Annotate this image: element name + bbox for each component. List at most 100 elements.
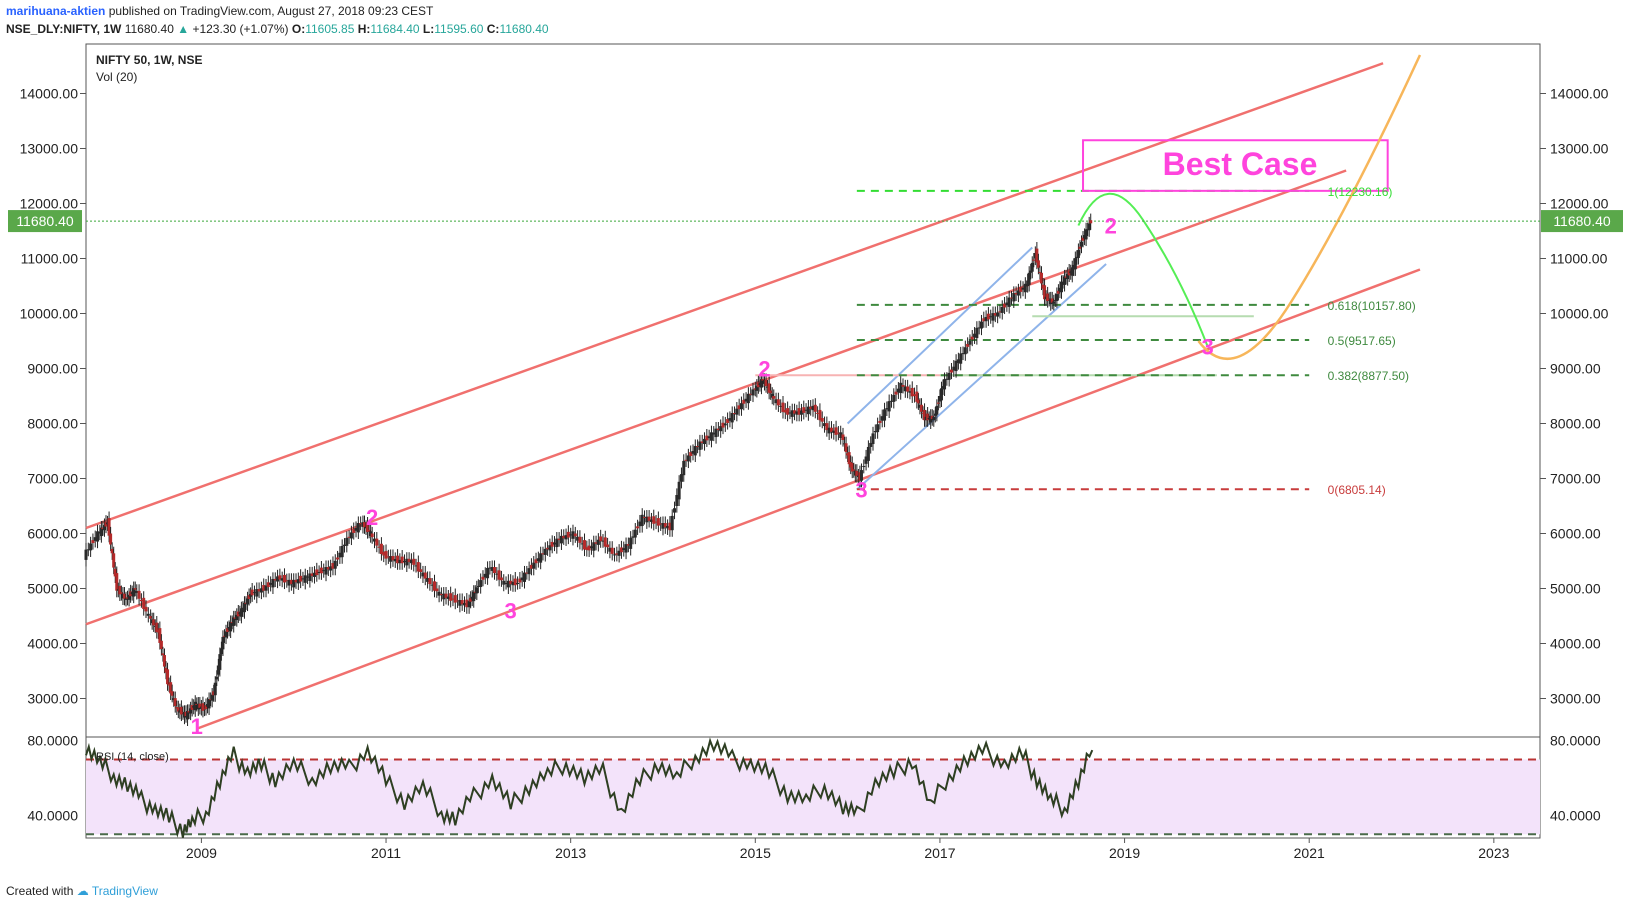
candle-body	[172, 698, 176, 701]
candle-body	[110, 548, 114, 554]
candle-body	[910, 387, 914, 397]
candle-body	[215, 676, 219, 680]
forecast-green-curve	[1077, 192, 1209, 347]
candle-body	[606, 544, 610, 548]
candle-body	[631, 536, 635, 538]
publish-line: marihuana-aktien published on TradingVie…	[6, 4, 433, 18]
candle-body	[1087, 223, 1091, 231]
wave-label: 3	[505, 599, 517, 624]
candle-body	[728, 418, 732, 421]
candle-body	[164, 667, 168, 673]
fib-level-label: 0.382(8877.50)	[1328, 369, 1409, 383]
candle-body	[1070, 267, 1074, 276]
tradingview-link[interactable]: TradingView	[91, 884, 158, 898]
last-price-tag-right	[1541, 210, 1623, 233]
candle-body	[317, 572, 321, 573]
candle-body	[1026, 280, 1030, 286]
candle-body	[116, 589, 120, 591]
candle-body	[818, 409, 822, 421]
candle-body	[1014, 292, 1018, 295]
y-tick-label-left: 10000.00	[20, 306, 79, 322]
candle-body	[834, 427, 838, 435]
candle-body	[899, 382, 903, 394]
candle-body	[1079, 242, 1083, 247]
candle-body	[308, 573, 312, 581]
y-tick-label-left: 4000.00	[27, 636, 78, 652]
candle-body	[289, 579, 293, 585]
forecast-orange-curve	[1197, 54, 1422, 360]
volume-label: Vol (20)	[96, 70, 137, 84]
candle-body	[198, 703, 202, 708]
candle-body	[896, 388, 900, 393]
candle-body	[966, 343, 970, 347]
candle-body	[766, 386, 770, 388]
candle-body	[84, 549, 88, 560]
candle-body	[1044, 296, 1048, 300]
candle-body	[479, 580, 483, 588]
candle-body	[546, 547, 550, 550]
candle-body	[465, 599, 469, 608]
candle-body	[393, 558, 397, 562]
candle-body	[162, 655, 166, 667]
footer: Created with ☁ TradingView	[6, 884, 158, 898]
candle-body	[340, 545, 344, 558]
candle-body	[580, 543, 584, 545]
candle-body	[244, 602, 248, 604]
blue-lower-line	[856, 263, 1107, 491]
symbol-label: NSE_DLY:NIFTY, 1W	[6, 22, 122, 36]
candle-body	[1023, 283, 1027, 293]
candle-body	[714, 428, 718, 438]
candle-body	[553, 542, 557, 545]
candle-body	[472, 591, 476, 602]
candle-body	[518, 578, 522, 583]
candle-body	[744, 398, 748, 402]
candle-body	[594, 542, 598, 544]
candle-body	[456, 600, 460, 602]
candle-body	[926, 413, 930, 421]
candle-body	[226, 628, 230, 632]
y-tick-label-right: 9000.00	[1550, 361, 1601, 377]
wave-label: 2	[366, 505, 378, 530]
candle-body	[126, 597, 130, 599]
candle-body	[952, 366, 956, 371]
candle-body	[132, 588, 136, 597]
candle-body	[409, 559, 413, 564]
candle-body	[587, 545, 591, 551]
candle-body	[712, 432, 716, 435]
candle-body	[359, 523, 363, 525]
candle-body	[733, 413, 737, 415]
candle-body	[437, 591, 441, 596]
candle-body	[885, 408, 889, 410]
author-link[interactable]: marihuana-aktien	[6, 4, 106, 18]
candle-body	[878, 420, 882, 423]
candle-body	[391, 556, 395, 561]
candle-body	[649, 519, 653, 522]
candle-body	[196, 703, 200, 710]
candle-body	[751, 389, 755, 396]
candle-body	[548, 545, 552, 551]
candle-body	[576, 536, 580, 541]
rsi-label: RSI (14, close)	[96, 751, 169, 763]
x-tick-label: 2023	[1478, 845, 1509, 861]
candle-body	[603, 537, 607, 547]
candle-body	[989, 316, 993, 318]
rsi-tick-label-right: 40.0000	[1550, 808, 1601, 824]
candle-body	[282, 574, 286, 583]
candle-body	[619, 547, 623, 553]
best-case-box	[1082, 139, 1389, 192]
candle-body	[938, 396, 942, 402]
candle-body	[159, 640, 163, 649]
candle-body	[527, 568, 531, 575]
candle-body	[820, 418, 824, 422]
candle-body	[469, 597, 473, 602]
candle-body	[170, 691, 174, 696]
candle-body	[739, 403, 743, 410]
candle-body	[932, 416, 936, 421]
y-tick-label-left: 11000.00	[21, 251, 79, 267]
candle-body	[689, 452, 693, 456]
candle-body	[239, 608, 243, 617]
candle-body	[1047, 298, 1051, 300]
open-label: O:	[291, 22, 306, 36]
candle-body	[331, 563, 335, 569]
